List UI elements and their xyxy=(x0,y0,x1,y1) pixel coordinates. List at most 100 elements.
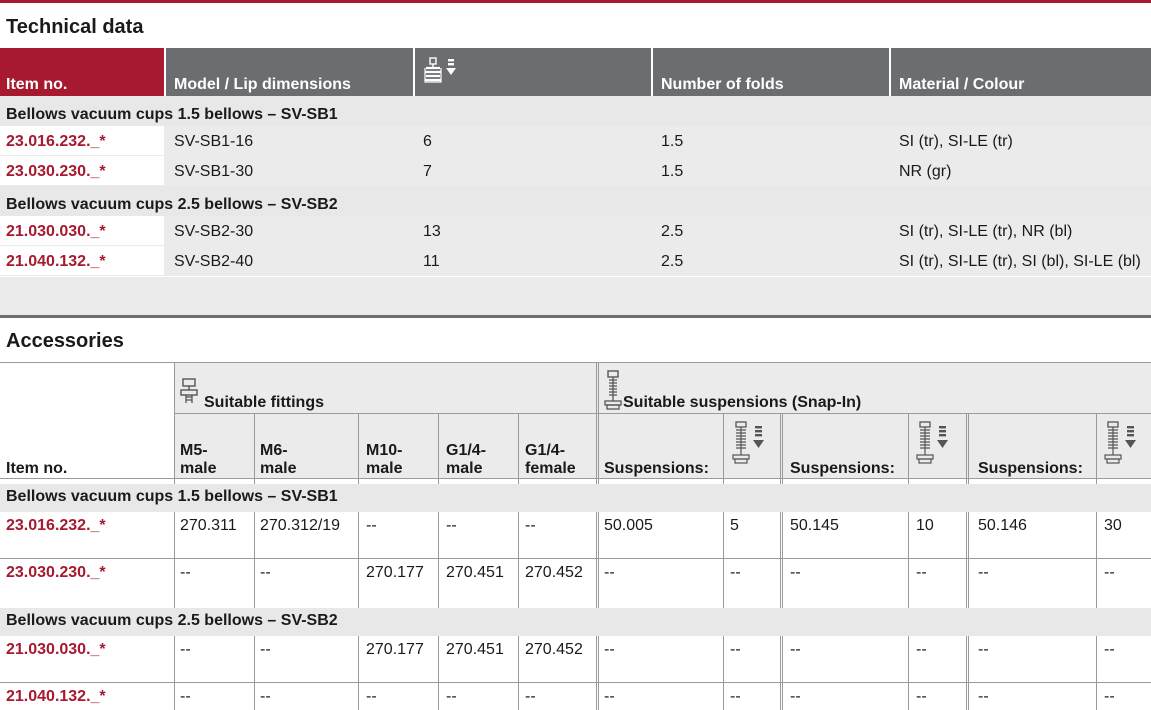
rule xyxy=(174,362,175,484)
rule xyxy=(438,512,439,608)
rule xyxy=(254,636,255,710)
group-row: Bellows vacuum cups 2.5 bellows – SV-SB2 xyxy=(0,608,1151,636)
suspension-cell: -- xyxy=(604,641,615,658)
suspension-cell: -- xyxy=(978,564,989,581)
folds-cell: 2.5 xyxy=(653,216,889,245)
folds-cell: 1.5 xyxy=(653,126,889,155)
header-item-no: Item no. xyxy=(6,460,68,477)
rule xyxy=(723,413,724,484)
rule xyxy=(438,636,439,710)
g14f-cell: 270.452 xyxy=(525,564,583,581)
m6-cell: -- xyxy=(260,688,271,705)
header-suspensions-col: Suspensions: xyxy=(978,460,1083,477)
rule xyxy=(0,362,1151,363)
rule xyxy=(723,636,724,710)
item-number-link[interactable]: 23.030.230._* xyxy=(0,156,164,185)
item-number-link[interactable]: 21.030.030._* xyxy=(0,216,164,245)
table-row: 23.016.232._* SV-SB1-16 6 1.5 SI (tr), S… xyxy=(0,126,1151,156)
header-fittings: Suitable fittings xyxy=(204,394,324,411)
stroke-cell: 5 xyxy=(730,517,739,534)
g14m-cell: -- xyxy=(446,688,457,705)
header-stroke xyxy=(415,48,651,96)
header-item-no: Item no. xyxy=(0,48,164,96)
suspension-cell: -- xyxy=(604,688,615,705)
m6-cell: -- xyxy=(260,641,271,658)
rule xyxy=(596,512,599,608)
item-number-link[interactable]: 23.030.230._* xyxy=(6,564,106,581)
m5-cell: -- xyxy=(180,688,191,705)
rule xyxy=(0,478,1151,479)
header-model: Model / Lip dimensions xyxy=(166,48,413,96)
rule xyxy=(966,413,969,484)
header-suspensions-col: Suspensions: xyxy=(790,460,895,477)
stroke-icon xyxy=(424,57,456,83)
suspension-stroke-icon xyxy=(1104,421,1136,464)
rule xyxy=(174,636,175,710)
suspension-cell: -- xyxy=(790,688,801,705)
model-cell: SV-SB1-30 xyxy=(166,156,413,185)
m10-cell: 270.177 xyxy=(366,641,424,658)
rule xyxy=(1096,413,1097,484)
rule xyxy=(358,636,359,710)
rule xyxy=(358,512,359,608)
header-suspensions: Suitable suspensions (Snap-In) xyxy=(623,394,862,411)
stroke-cell: -- xyxy=(1104,688,1115,705)
item-number-link[interactable]: 23.016.232._* xyxy=(6,517,106,534)
header-folds: Number of folds xyxy=(653,48,889,96)
stroke-cell: -- xyxy=(916,564,927,581)
rule xyxy=(908,413,909,484)
item-number-link[interactable]: 23.016.232._* xyxy=(0,126,164,155)
material-cell: NR (gr) xyxy=(891,156,1151,185)
material-cell: SI (tr), SI-LE (tr), NR (bl) xyxy=(891,216,1151,245)
g14m-cell: 270.451 xyxy=(446,641,504,658)
model-cell: SV-SB2-40 xyxy=(166,246,413,275)
header-g14f-line2: female xyxy=(525,460,576,477)
g14m-cell: -- xyxy=(446,517,457,534)
table-row: 21.040.132._* SV-SB2-40 11 2.5 SI (tr), … xyxy=(0,246,1151,276)
table-row: 23.030.230._* SV-SB1-30 7 1.5 NR (gr) xyxy=(0,156,1151,186)
group-row: Bellows vacuum cups 1.5 bellows – SV-SB1 xyxy=(0,96,1151,126)
rule xyxy=(518,512,519,608)
stroke-cell: -- xyxy=(730,688,741,705)
g14f-cell: -- xyxy=(525,688,536,705)
m5-cell: -- xyxy=(180,564,191,581)
suspension-stroke-icon xyxy=(916,421,948,464)
header-material: Material / Colour xyxy=(891,48,1151,96)
group-row: Bellows vacuum cups 2.5 bellows – SV-SB2 xyxy=(0,186,1151,216)
suspension-stroke-icon xyxy=(732,421,764,464)
suspension-cell: -- xyxy=(790,641,801,658)
stroke-cell: 13 xyxy=(415,216,651,245)
rule xyxy=(780,512,783,608)
table-row: 21.030.030._* -- -- 270.177 270.451 270.… xyxy=(0,636,1151,682)
item-number-link[interactable]: 21.030.030._* xyxy=(6,641,106,658)
header-g14f-line1: G1/4- xyxy=(525,442,566,459)
stroke-cell: -- xyxy=(1104,564,1115,581)
header-m6-line2: male xyxy=(260,460,297,477)
rule xyxy=(174,512,175,608)
model-cell: SV-SB2-30 xyxy=(166,216,413,245)
header-background xyxy=(174,362,1151,478)
suspension-cell: -- xyxy=(790,564,801,581)
table-row: 21.030.030._* SV-SB2-30 13 2.5 SI (tr), … xyxy=(0,216,1151,246)
item-number-link[interactable]: 21.040.132._* xyxy=(6,688,106,705)
m10-cell: -- xyxy=(366,688,377,705)
header-m6-line1: M6- xyxy=(260,442,288,459)
rule xyxy=(966,636,969,710)
material-cell: SI (tr), SI-LE (tr), SI (bl), SI-LE (bl) xyxy=(891,246,1151,275)
header-m10-line2: male xyxy=(366,460,403,477)
item-number-link[interactable]: 21.040.132._* xyxy=(0,246,164,275)
m5-cell: 270.311 xyxy=(180,517,237,534)
rule xyxy=(1096,636,1097,710)
suspension-cell: 50.005 xyxy=(604,517,653,534)
header-m5-line1: M5- xyxy=(180,442,208,459)
accessories-title: Accessories xyxy=(6,330,124,352)
rule xyxy=(358,413,359,484)
m10-cell: -- xyxy=(366,517,377,534)
stroke-cell: 11 xyxy=(415,246,651,275)
stroke-cell: 6 xyxy=(415,126,651,155)
rule xyxy=(438,413,439,484)
top-accent-line xyxy=(0,0,1151,3)
m6-cell: -- xyxy=(260,564,271,581)
rule xyxy=(780,413,783,484)
rule xyxy=(518,413,519,484)
